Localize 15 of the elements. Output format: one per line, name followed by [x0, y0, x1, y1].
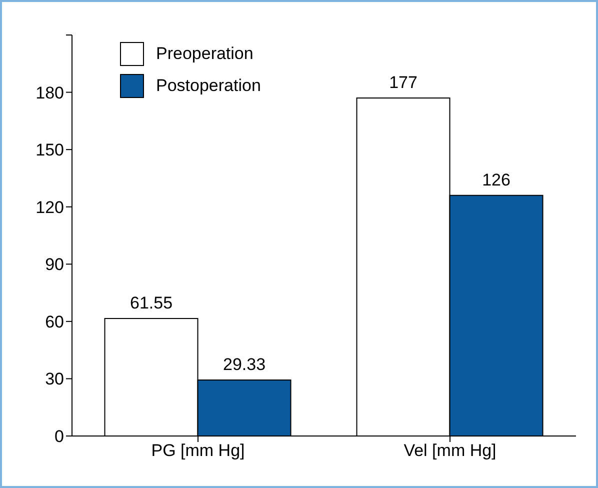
data-label: 61.55 — [130, 293, 173, 312]
data-label: 126 — [482, 170, 510, 190]
x-tick-label: Vel [mm Hg] — [404, 441, 496, 460]
x-tick-label: PG [mm Hg] — [151, 441, 245, 460]
legend-label: Postoperation — [156, 76, 261, 96]
y-tick-label: 150 — [36, 140, 64, 160]
data-label: 177 — [389, 73, 418, 92]
data-label: 29.33 — [222, 354, 266, 374]
y-tick-label: 90 — [45, 255, 64, 274]
y-tick-label: 30 — [45, 370, 64, 389]
y-tick-label: 180 — [36, 83, 64, 102]
y-tick-label: 120 — [36, 198, 64, 217]
y-tick-label: 60 — [45, 312, 64, 332]
y-tick-label: 0 — [54, 427, 64, 446]
legend-label: Preoperation — [156, 44, 254, 64]
